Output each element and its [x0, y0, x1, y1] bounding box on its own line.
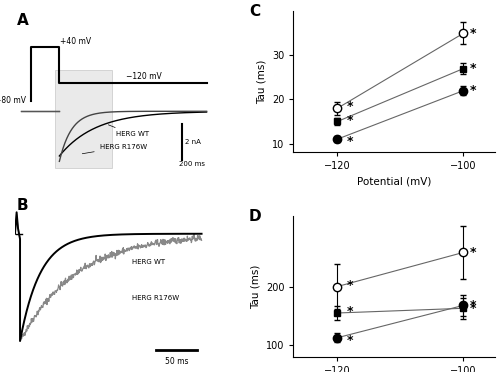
- Text: 50 ms: 50 ms: [164, 357, 188, 366]
- Text: *: *: [347, 135, 354, 148]
- Text: 200 ms: 200 ms: [180, 161, 206, 167]
- Y-axis label: Tau (ms): Tau (ms): [250, 264, 260, 309]
- Text: D: D: [249, 209, 262, 224]
- Text: *: *: [347, 305, 354, 318]
- Y-axis label: Tau (ms): Tau (ms): [256, 60, 266, 104]
- Text: *: *: [347, 279, 354, 292]
- Text: HERG WT: HERG WT: [132, 259, 165, 265]
- Text: C: C: [249, 4, 260, 19]
- Text: −120 mV: −120 mV: [126, 72, 162, 81]
- Text: *: *: [470, 62, 476, 75]
- Text: *: *: [347, 334, 354, 347]
- Text: HERG WT: HERG WT: [108, 125, 149, 137]
- Text: *: *: [470, 302, 476, 315]
- Text: *: *: [470, 84, 476, 97]
- Text: B: B: [17, 198, 28, 213]
- Text: *: *: [470, 246, 476, 259]
- Text: *: *: [470, 27, 476, 40]
- Text: *: *: [347, 114, 354, 126]
- Text: *: *: [347, 100, 354, 113]
- X-axis label: Potential (mV): Potential (mV): [357, 177, 432, 187]
- Bar: [56, 70, 112, 169]
- Text: 2 nA: 2 nA: [186, 139, 202, 145]
- Text: A: A: [17, 13, 29, 28]
- Text: −80 mV: −80 mV: [0, 96, 26, 105]
- Text: +40 mV: +40 mV: [60, 37, 92, 46]
- Text: HERG R176W: HERG R176W: [82, 144, 147, 154]
- Text: HERG R176W: HERG R176W: [132, 295, 179, 301]
- Text: *: *: [470, 299, 476, 312]
